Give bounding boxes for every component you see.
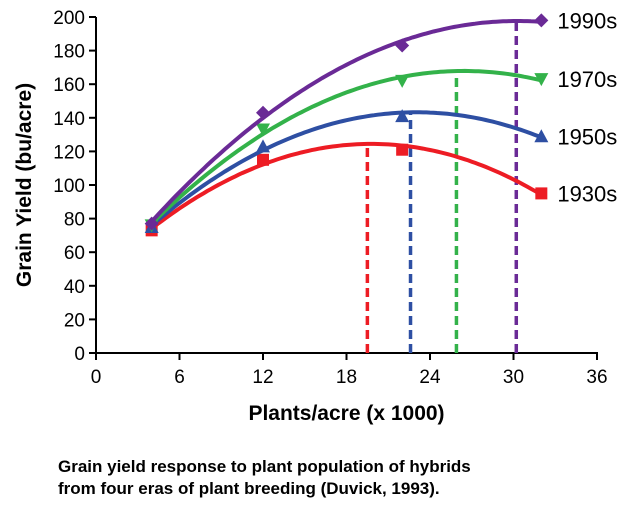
y-tick-label: 40: [64, 277, 85, 298]
x-tick-label: 36: [586, 367, 607, 388]
caption-line-2: from four eras of plant breeding (Duvick…: [58, 479, 440, 498]
y-tick-label: 180: [53, 42, 85, 63]
marker-1950s: [256, 139, 270, 153]
fit-curve-1990s: [150, 19, 542, 223]
marker-1990s: [534, 13, 549, 28]
marker-1930s: [257, 153, 269, 166]
caption: Grain yield response to plant population…: [58, 456, 471, 500]
x-tick-label: 18: [336, 367, 357, 388]
chart: 0 6 12 18 24 30 36 0 20 40 60 80 100 120 140 160 180 200 P…: [13, 8, 617, 425]
marker-1970s: [256, 123, 270, 137]
marker-1970s: [395, 74, 410, 88]
series-label-1950s: 1950s: [557, 124, 617, 149]
y-tick-label: 200: [53, 8, 85, 29]
marker-1950s: [534, 129, 549, 143]
marker-1990s: [256, 105, 270, 120]
y-tick-label: 0: [74, 344, 85, 365]
y-axis-label: Grain Yield (bu/acre): [13, 83, 36, 287]
marker-1990s: [395, 38, 410, 53]
fit-curve-1930s: [150, 141, 543, 231]
x-tick-label: 12: [252, 367, 273, 388]
series-label-1990s: 1990s: [557, 8, 617, 33]
series-label-1970s: 1970s: [557, 67, 617, 92]
marker-1950s: [395, 109, 410, 123]
y-tick-label: 20: [64, 310, 85, 331]
x-tick-label: 6: [174, 367, 185, 388]
x-tick-label: 24: [419, 367, 441, 388]
marker-1970s: [534, 73, 549, 87]
fit-curve-1970s: [150, 68, 542, 225]
y-tick-label: 140: [53, 109, 85, 130]
x-tick-label: 30: [503, 367, 524, 388]
series-label-1930s: 1930s: [557, 181, 617, 206]
marker-1990s: [144, 216, 159, 231]
y-tick-label: 160: [53, 75, 85, 96]
y-tick-label: 100: [53, 176, 85, 197]
y-tick-label: 60: [64, 243, 85, 264]
caption-line-1: Grain yield response to plant population…: [58, 457, 471, 476]
x-axis-label: Plants/acre (x 1000): [248, 402, 444, 425]
y-tick-label: 120: [53, 142, 85, 163]
y-tick-label: 80: [64, 210, 85, 231]
x-tick-label: 0: [91, 367, 102, 388]
fit-curve-1950s: [150, 110, 543, 227]
marker-1930s: [396, 143, 409, 156]
marker-1930s: [535, 187, 548, 200]
